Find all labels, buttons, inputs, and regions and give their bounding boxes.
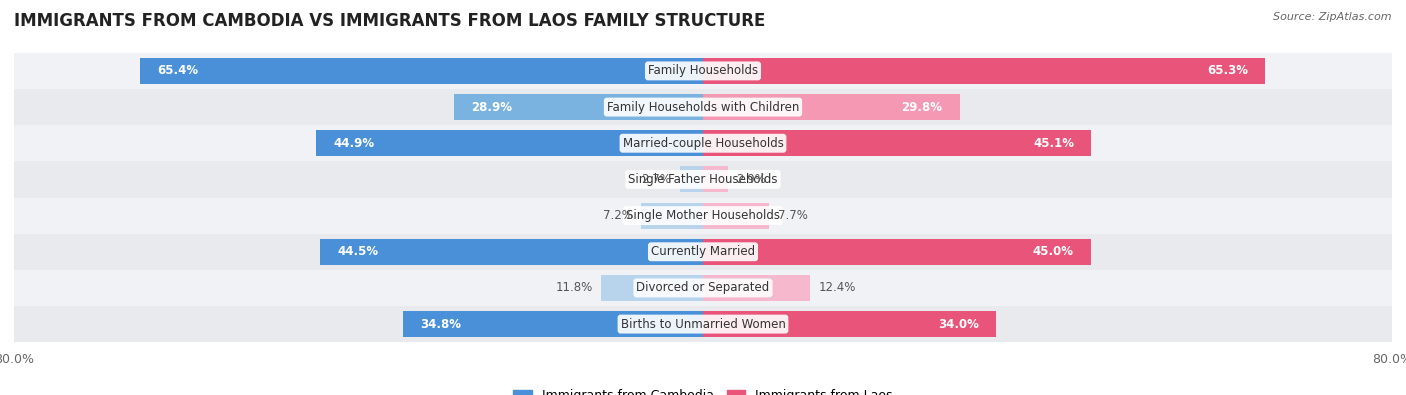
Text: 29.8%: 29.8% xyxy=(901,101,942,114)
Text: Single Mother Households: Single Mother Households xyxy=(626,209,780,222)
Text: 11.8%: 11.8% xyxy=(555,281,593,294)
Text: 65.4%: 65.4% xyxy=(157,64,198,77)
Bar xyxy=(703,239,1091,265)
Text: Currently Married: Currently Married xyxy=(651,245,755,258)
Text: Family Households with Children: Family Households with Children xyxy=(607,101,799,114)
Bar xyxy=(316,130,703,156)
Bar xyxy=(454,94,703,120)
Bar xyxy=(139,58,703,84)
Text: 28.9%: 28.9% xyxy=(471,101,512,114)
Text: 2.7%: 2.7% xyxy=(641,173,671,186)
Text: 44.9%: 44.9% xyxy=(333,137,374,150)
Bar xyxy=(703,203,769,229)
Bar xyxy=(703,166,728,192)
Text: 65.3%: 65.3% xyxy=(1208,64,1249,77)
Text: 7.2%: 7.2% xyxy=(603,209,633,222)
Text: 2.9%: 2.9% xyxy=(737,173,766,186)
Bar xyxy=(703,130,1091,156)
Text: Births to Unmarried Women: Births to Unmarried Women xyxy=(620,318,786,331)
Bar xyxy=(14,270,1392,306)
Bar xyxy=(14,125,1392,161)
Text: IMMIGRANTS FROM CAMBODIA VS IMMIGRANTS FROM LAOS FAMILY STRUCTURE: IMMIGRANTS FROM CAMBODIA VS IMMIGRANTS F… xyxy=(14,12,765,30)
Bar xyxy=(14,53,1392,89)
Bar xyxy=(679,166,703,192)
Bar xyxy=(14,161,1392,198)
Text: 45.1%: 45.1% xyxy=(1033,137,1074,150)
Text: 34.8%: 34.8% xyxy=(420,318,461,331)
Text: Family Households: Family Households xyxy=(648,64,758,77)
Text: Single Father Households: Single Father Households xyxy=(628,173,778,186)
Bar xyxy=(703,311,995,337)
Text: Married-couple Households: Married-couple Households xyxy=(623,137,783,150)
Bar xyxy=(319,239,703,265)
Text: 34.0%: 34.0% xyxy=(938,318,979,331)
Bar xyxy=(14,89,1392,125)
Bar xyxy=(14,306,1392,342)
Bar xyxy=(703,275,810,301)
Bar xyxy=(703,58,1265,84)
Text: 44.5%: 44.5% xyxy=(337,245,378,258)
Legend: Immigrants from Cambodia, Immigrants from Laos: Immigrants from Cambodia, Immigrants fro… xyxy=(508,384,898,395)
Bar xyxy=(703,94,960,120)
Bar xyxy=(404,311,703,337)
Text: Divorced or Separated: Divorced or Separated xyxy=(637,281,769,294)
Bar xyxy=(602,275,703,301)
Text: 45.0%: 45.0% xyxy=(1032,245,1073,258)
Text: 12.4%: 12.4% xyxy=(818,281,856,294)
Bar xyxy=(641,203,703,229)
Text: Source: ZipAtlas.com: Source: ZipAtlas.com xyxy=(1274,12,1392,22)
Bar xyxy=(14,234,1392,270)
Bar xyxy=(14,198,1392,234)
Text: 7.7%: 7.7% xyxy=(778,209,808,222)
